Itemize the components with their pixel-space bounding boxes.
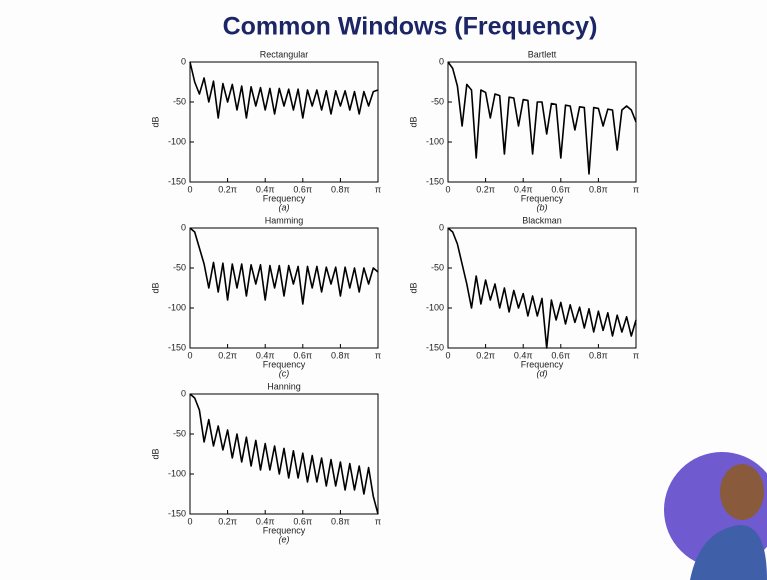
chart-caption: (b) xyxy=(537,202,548,212)
chart-caption: (d) xyxy=(537,368,548,378)
y-axis-label: dB xyxy=(150,282,160,293)
y-tick-label: -100 xyxy=(426,302,444,312)
x-tick-label: π xyxy=(375,184,381,194)
x-tick-label: 0.8π xyxy=(589,350,608,360)
x-tick-label: 0.8π xyxy=(331,184,350,194)
y-tick-label: -150 xyxy=(168,176,186,186)
y-axis-label: dB xyxy=(150,448,160,459)
x-tick-label: π xyxy=(375,350,381,360)
y-tick-label: -100 xyxy=(168,302,186,312)
y-tick-label: -50 xyxy=(173,96,186,106)
y-tick-label: -150 xyxy=(168,342,186,352)
y-tick-label: 0 xyxy=(181,388,186,398)
x-tick-label: 0.8π xyxy=(589,184,608,194)
x-tick-label: 0.2π xyxy=(476,350,495,360)
y-axis-label: dB xyxy=(150,116,160,127)
slide: Common Windows (Frequency) Rectangular -1… xyxy=(0,0,767,580)
y-tick-label: -150 xyxy=(168,508,186,518)
x-tick-label: π xyxy=(375,516,381,526)
x-tick-label: 0 xyxy=(187,350,192,360)
x-tick-label: π xyxy=(633,350,639,360)
chart-caption: (a) xyxy=(279,202,290,212)
y-tick-label: 0 xyxy=(181,222,186,232)
background xyxy=(0,0,767,580)
x-tick-label: π xyxy=(633,184,639,194)
x-tick-label: 0.8π xyxy=(331,516,350,526)
y-tick-label: -100 xyxy=(426,136,444,146)
y-tick-label: -50 xyxy=(431,96,444,106)
chart-title: Bartlett xyxy=(528,49,557,59)
x-tick-label: 0.2π xyxy=(476,184,495,194)
y-axis-label: dB xyxy=(408,116,418,127)
chart-caption: (c) xyxy=(279,368,290,378)
y-tick-label: -50 xyxy=(173,262,186,272)
slide-title: Common Windows (Frequency) xyxy=(223,13,598,41)
x-tick-label: 0 xyxy=(187,184,192,194)
x-tick-label: 0.2π xyxy=(218,516,237,526)
y-tick-label: -100 xyxy=(168,136,186,146)
y-tick-label: 0 xyxy=(439,56,444,66)
y-tick-label: -50 xyxy=(431,262,444,272)
y-tick-label: -150 xyxy=(426,342,444,352)
x-tick-label: 0.2π xyxy=(218,184,237,194)
chart-title: Rectangular xyxy=(260,49,309,59)
x-tick-label: 0 xyxy=(445,184,450,194)
chart-title: Hamming xyxy=(265,215,304,225)
speaker-head xyxy=(720,464,764,520)
y-tick-label: -150 xyxy=(426,176,444,186)
y-tick-label: 0 xyxy=(439,222,444,232)
x-tick-label: 0.2π xyxy=(218,350,237,360)
y-tick-label: -50 xyxy=(173,428,186,438)
x-tick-label: 0.8π xyxy=(331,350,350,360)
y-axis-label: dB xyxy=(408,282,418,293)
chart-title: Blackman xyxy=(522,215,562,225)
x-tick-label: 0 xyxy=(445,350,450,360)
chart-caption: (e) xyxy=(279,534,290,544)
y-tick-label: -100 xyxy=(168,468,186,478)
y-tick-label: 0 xyxy=(181,56,186,66)
x-tick-label: 0 xyxy=(187,516,192,526)
chart-title: Hanning xyxy=(267,381,301,391)
